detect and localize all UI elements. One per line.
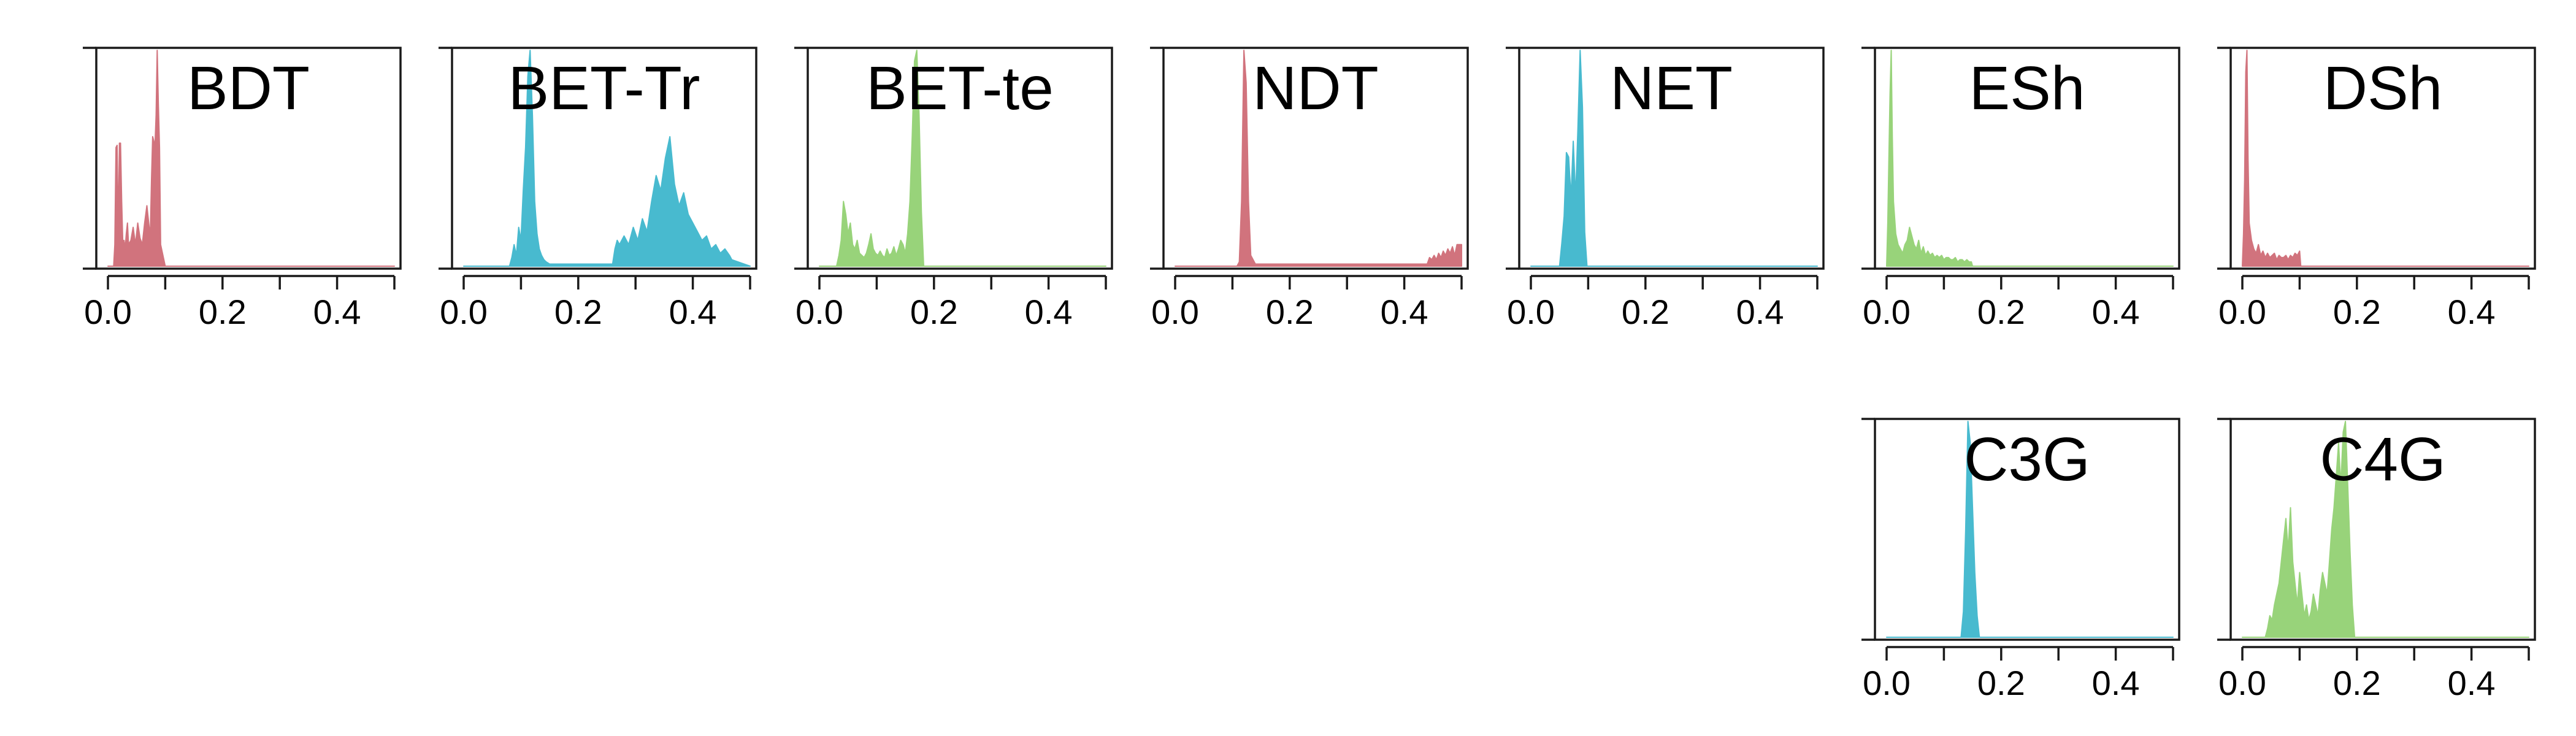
x-tick-label: 0.0 [2218, 664, 2266, 702]
panel-frame [2229, 47, 2536, 270]
x-tick-label: 0.0 [84, 293, 132, 331]
panel-ndt: 0.0 0.2 0.4 NDT [1150, 47, 1469, 331]
x-tick-label: 0.0 [1151, 293, 1199, 331]
panel-frame [1874, 47, 2180, 270]
panel-title: NDT [1252, 54, 1379, 123]
density-area [1175, 50, 1462, 267]
x-tick-label: 0.2 [2333, 293, 2381, 331]
panel-title: BDT [187, 54, 310, 123]
x-tick-label: 0.4 [669, 293, 717, 331]
panel-bet-tr: 0.0 0.2 0.4 BET-Tr [439, 47, 757, 331]
x-tick-label: 0.0 [1507, 293, 1555, 331]
x-tick-label: 0.2 [1977, 293, 2025, 331]
panel-frame [95, 47, 402, 270]
density-area [1886, 421, 2174, 638]
panel-frame [1518, 47, 1825, 270]
panel-dsh: 0.0 0.2 0.4 DSh [2217, 47, 2536, 331]
panel-frame [451, 47, 757, 270]
x-tick-label: 0.2 [554, 293, 602, 331]
panel-frame [1162, 47, 1469, 270]
panel-title: DSh [2323, 54, 2443, 123]
density-area [463, 50, 751, 267]
x-tick-label: 0.2 [1977, 664, 2025, 702]
panel-net: 0.0 0.2 0.4 NET [1506, 47, 1825, 331]
panel-bet-te: 0.0 0.2 0.4 BET-te [794, 47, 1113, 331]
panel-title: C4G [2320, 425, 2446, 494]
panel-bdt: 0.0 0.2 0.4 BDT [83, 47, 402, 331]
x-tick-label: 0.4 [2448, 664, 2496, 702]
panel-c4g: 0.0 0.2 0.4 C4G [2217, 418, 2536, 702]
density-area [1530, 50, 1818, 267]
panel-frame [807, 47, 1113, 270]
x-tick-label: 0.4 [313, 293, 361, 331]
density-area [1886, 50, 2174, 267]
panel-c3g: 0.0 0.2 0.4 C3G [1861, 418, 2180, 702]
density-area [819, 50, 1106, 267]
density-area [2242, 50, 2529, 267]
panel-frame [2229, 418, 2536, 641]
panel-frame [1874, 418, 2180, 641]
density-area [107, 50, 395, 267]
x-tick-label: 0.4 [2092, 664, 2140, 702]
x-tick-label: 0.4 [2448, 293, 2496, 331]
x-tick-label: 0.4 [1736, 293, 1784, 331]
x-tick-label: 0.0 [795, 293, 843, 331]
x-tick-label: 0.0 [1863, 664, 1911, 702]
x-tick-label: 0.0 [440, 293, 488, 331]
panel-title: C3G [1964, 425, 2090, 494]
x-tick-label: 0.2 [2333, 664, 2381, 702]
panel-title: BET-Tr [508, 54, 700, 123]
x-tick-label: 0.4 [1381, 293, 1428, 331]
panel-title: NET [1610, 54, 1733, 123]
x-tick-label: 0.2 [910, 293, 958, 331]
panel-esh: 0.0 0.2 0.4 ESh [1861, 47, 2180, 331]
x-tick-label: 0.2 [1266, 293, 1314, 331]
x-tick-label: 0.2 [199, 293, 247, 331]
panel-title: ESh [1969, 54, 2085, 123]
x-tick-label: 0.2 [1622, 293, 1669, 331]
x-tick-label: 0.4 [2092, 293, 2140, 331]
panel-title: BET-te [866, 54, 1054, 123]
x-tick-label: 0.0 [1863, 293, 1911, 331]
x-tick-label: 0.4 [1025, 293, 1073, 331]
x-tick-label: 0.0 [2218, 293, 2266, 331]
density-area [2242, 421, 2529, 638]
